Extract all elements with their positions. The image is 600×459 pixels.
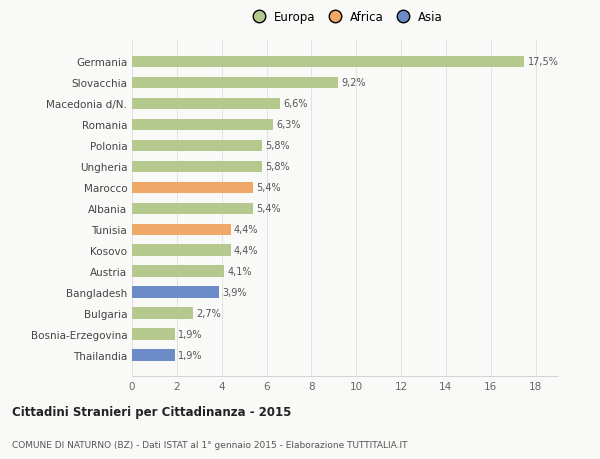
Text: 6,3%: 6,3%: [277, 120, 301, 130]
Bar: [132, 78, 338, 89]
Bar: [132, 203, 253, 215]
Bar: [132, 245, 230, 257]
Bar: [132, 161, 262, 173]
Bar: [132, 98, 280, 110]
Text: 4,1%: 4,1%: [227, 267, 252, 277]
Text: 5,8%: 5,8%: [265, 162, 290, 172]
Bar: [132, 182, 253, 194]
Bar: [132, 266, 224, 277]
Bar: [132, 56, 524, 68]
Text: 6,6%: 6,6%: [283, 99, 308, 109]
Text: 5,4%: 5,4%: [256, 204, 281, 214]
Text: 1,9%: 1,9%: [178, 330, 202, 340]
Bar: [132, 224, 230, 235]
Bar: [132, 119, 273, 131]
Bar: [132, 287, 220, 298]
Text: Cittadini Stranieri per Cittadinanza - 2015: Cittadini Stranieri per Cittadinanza - 2…: [12, 405, 292, 419]
Text: COMUNE DI NATURNO (BZ) - Dati ISTAT al 1° gennaio 2015 - Elaborazione TUTTITALIA: COMUNE DI NATURNO (BZ) - Dati ISTAT al 1…: [12, 441, 407, 449]
Bar: [132, 329, 175, 340]
Text: 1,9%: 1,9%: [178, 350, 202, 360]
Bar: [132, 308, 193, 319]
Text: 4,4%: 4,4%: [234, 225, 259, 235]
Text: 5,8%: 5,8%: [265, 141, 290, 151]
Text: 5,4%: 5,4%: [256, 183, 281, 193]
Legend: Europa, Africa, Asia: Europa, Africa, Asia: [245, 9, 445, 26]
Text: 3,9%: 3,9%: [223, 288, 247, 297]
Text: 17,5%: 17,5%: [528, 57, 559, 67]
Bar: [132, 140, 262, 152]
Text: 9,2%: 9,2%: [341, 78, 366, 88]
Text: 2,7%: 2,7%: [196, 308, 221, 319]
Text: 4,4%: 4,4%: [234, 246, 259, 256]
Bar: [132, 350, 175, 361]
